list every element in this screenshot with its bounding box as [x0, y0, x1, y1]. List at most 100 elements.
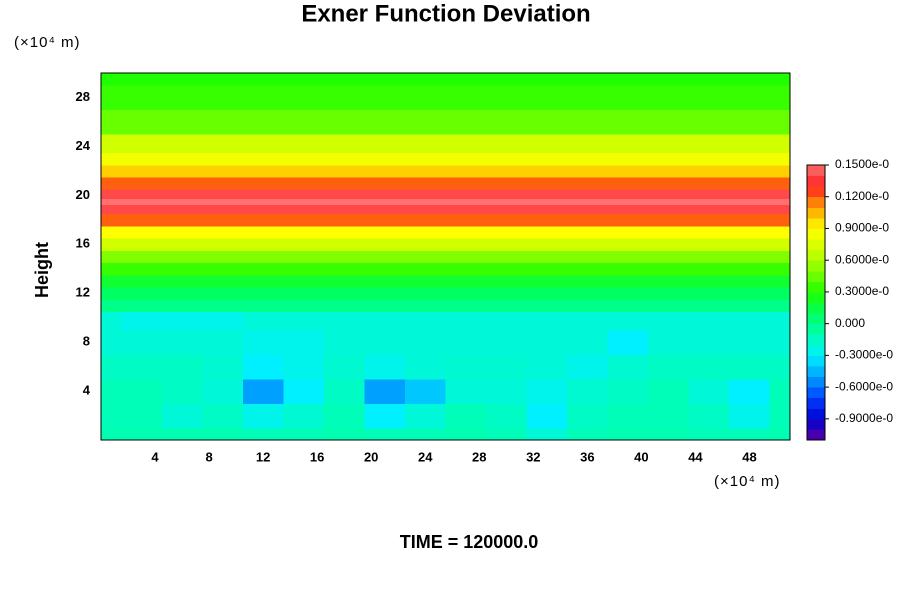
- field-cell: [526, 189, 568, 199]
- field-cell: [283, 164, 325, 178]
- field-cell: [404, 176, 446, 190]
- colorbar-step: [807, 387, 825, 399]
- field-cell: [486, 427, 528, 441]
- field-cell: [648, 109, 690, 135]
- field-cell: [567, 204, 609, 215]
- field-cell: [769, 311, 791, 331]
- field-cell: [404, 164, 446, 178]
- colorbar-label: 0.1500e-0: [835, 157, 889, 171]
- field-cell: [202, 354, 244, 380]
- field-cell: [161, 354, 203, 380]
- field-cell: [607, 176, 649, 190]
- field-cell: [161, 262, 203, 276]
- field-cell: [688, 198, 730, 206]
- field-cell: [607, 198, 649, 206]
- field-cell: [648, 262, 690, 276]
- field-cell: [607, 329, 649, 355]
- field-cell: [404, 109, 446, 135]
- field-cell: [648, 225, 690, 239]
- field-cell: [607, 109, 649, 135]
- field-cell: [242, 274, 284, 288]
- field-cell: [121, 250, 163, 264]
- field-cell: [364, 85, 406, 111]
- colorbar-label: 0.6000e-0: [835, 252, 889, 266]
- field-cell: [404, 250, 446, 264]
- colorbar-label: 0.9000e-0: [835, 221, 889, 235]
- field-cell: [283, 378, 325, 404]
- field-cell: [202, 134, 244, 154]
- field-cell: [526, 109, 568, 135]
- field-cell: [404, 299, 446, 313]
- field-cell: [364, 299, 406, 313]
- field-cell: [283, 262, 325, 276]
- field-cell: [769, 198, 791, 206]
- field-cell: [242, 189, 284, 199]
- colorbar-label: 0.000: [835, 316, 865, 330]
- field-cell: [607, 250, 649, 264]
- field-cell: [526, 73, 568, 86]
- field-cell: [729, 134, 771, 154]
- field-cell: [526, 311, 568, 331]
- field-cell: [202, 250, 244, 264]
- y-unit: (×10⁴ m): [14, 34, 81, 51]
- field-cell: [445, 287, 487, 300]
- y-tick-label: 8: [83, 334, 90, 349]
- field-cell: [729, 176, 771, 190]
- field-cell: [567, 152, 609, 166]
- field-cell: [607, 287, 649, 300]
- field-cell: [688, 262, 730, 276]
- field-cell: [323, 152, 365, 166]
- field-cell: [688, 164, 730, 178]
- colorbar-step: [807, 355, 825, 367]
- field-cell: [567, 164, 609, 178]
- field-cell: [607, 299, 649, 313]
- field-cell: [445, 85, 487, 111]
- x-tick-label: 24: [418, 449, 433, 464]
- field-cell: [121, 378, 163, 404]
- field-cell: [242, 311, 284, 331]
- colorbar-label: -0.9000e-0: [835, 411, 893, 425]
- y-tick-label: 20: [76, 187, 90, 202]
- field-cell: [101, 176, 122, 190]
- colorbar-step: [807, 418, 825, 430]
- field-cell: [364, 198, 406, 206]
- field-cell: [688, 213, 730, 227]
- field-cell: [486, 109, 528, 135]
- x-tick-label: 32: [526, 449, 540, 464]
- field-cell: [445, 329, 487, 355]
- field-cell: [202, 225, 244, 239]
- field-cell: [161, 329, 203, 355]
- field-cell: [729, 225, 771, 239]
- field-cell: [526, 262, 568, 276]
- field-cell: [769, 213, 791, 227]
- field-cell: [242, 287, 284, 300]
- field-cell: [101, 134, 122, 154]
- field-cell: [121, 299, 163, 313]
- field-cell: [323, 238, 365, 251]
- field-cell: [283, 152, 325, 166]
- field-cell: [445, 354, 487, 380]
- field-cell: [526, 204, 568, 215]
- field-cell: [607, 311, 649, 331]
- field-cell: [404, 152, 446, 166]
- field-cell: [769, 73, 791, 86]
- field-cell: [486, 311, 528, 331]
- field-cell: [567, 311, 609, 331]
- field-cell: [323, 274, 365, 288]
- field-cell: [161, 238, 203, 251]
- field-cell: [729, 329, 771, 355]
- field-cell: [283, 189, 325, 199]
- field-cell: [283, 176, 325, 190]
- field-cell: [283, 73, 325, 86]
- field-cell: [283, 204, 325, 215]
- field-cell: [567, 403, 609, 429]
- field-cell: [323, 287, 365, 300]
- field-cell: [769, 189, 791, 199]
- field-cell: [526, 85, 568, 111]
- field-cell: [323, 73, 365, 86]
- y-tick-label: 28: [76, 89, 90, 104]
- field-cell: [364, 152, 406, 166]
- field-cell: [769, 109, 791, 135]
- field-cell: [404, 134, 446, 154]
- field-cell: [323, 198, 365, 206]
